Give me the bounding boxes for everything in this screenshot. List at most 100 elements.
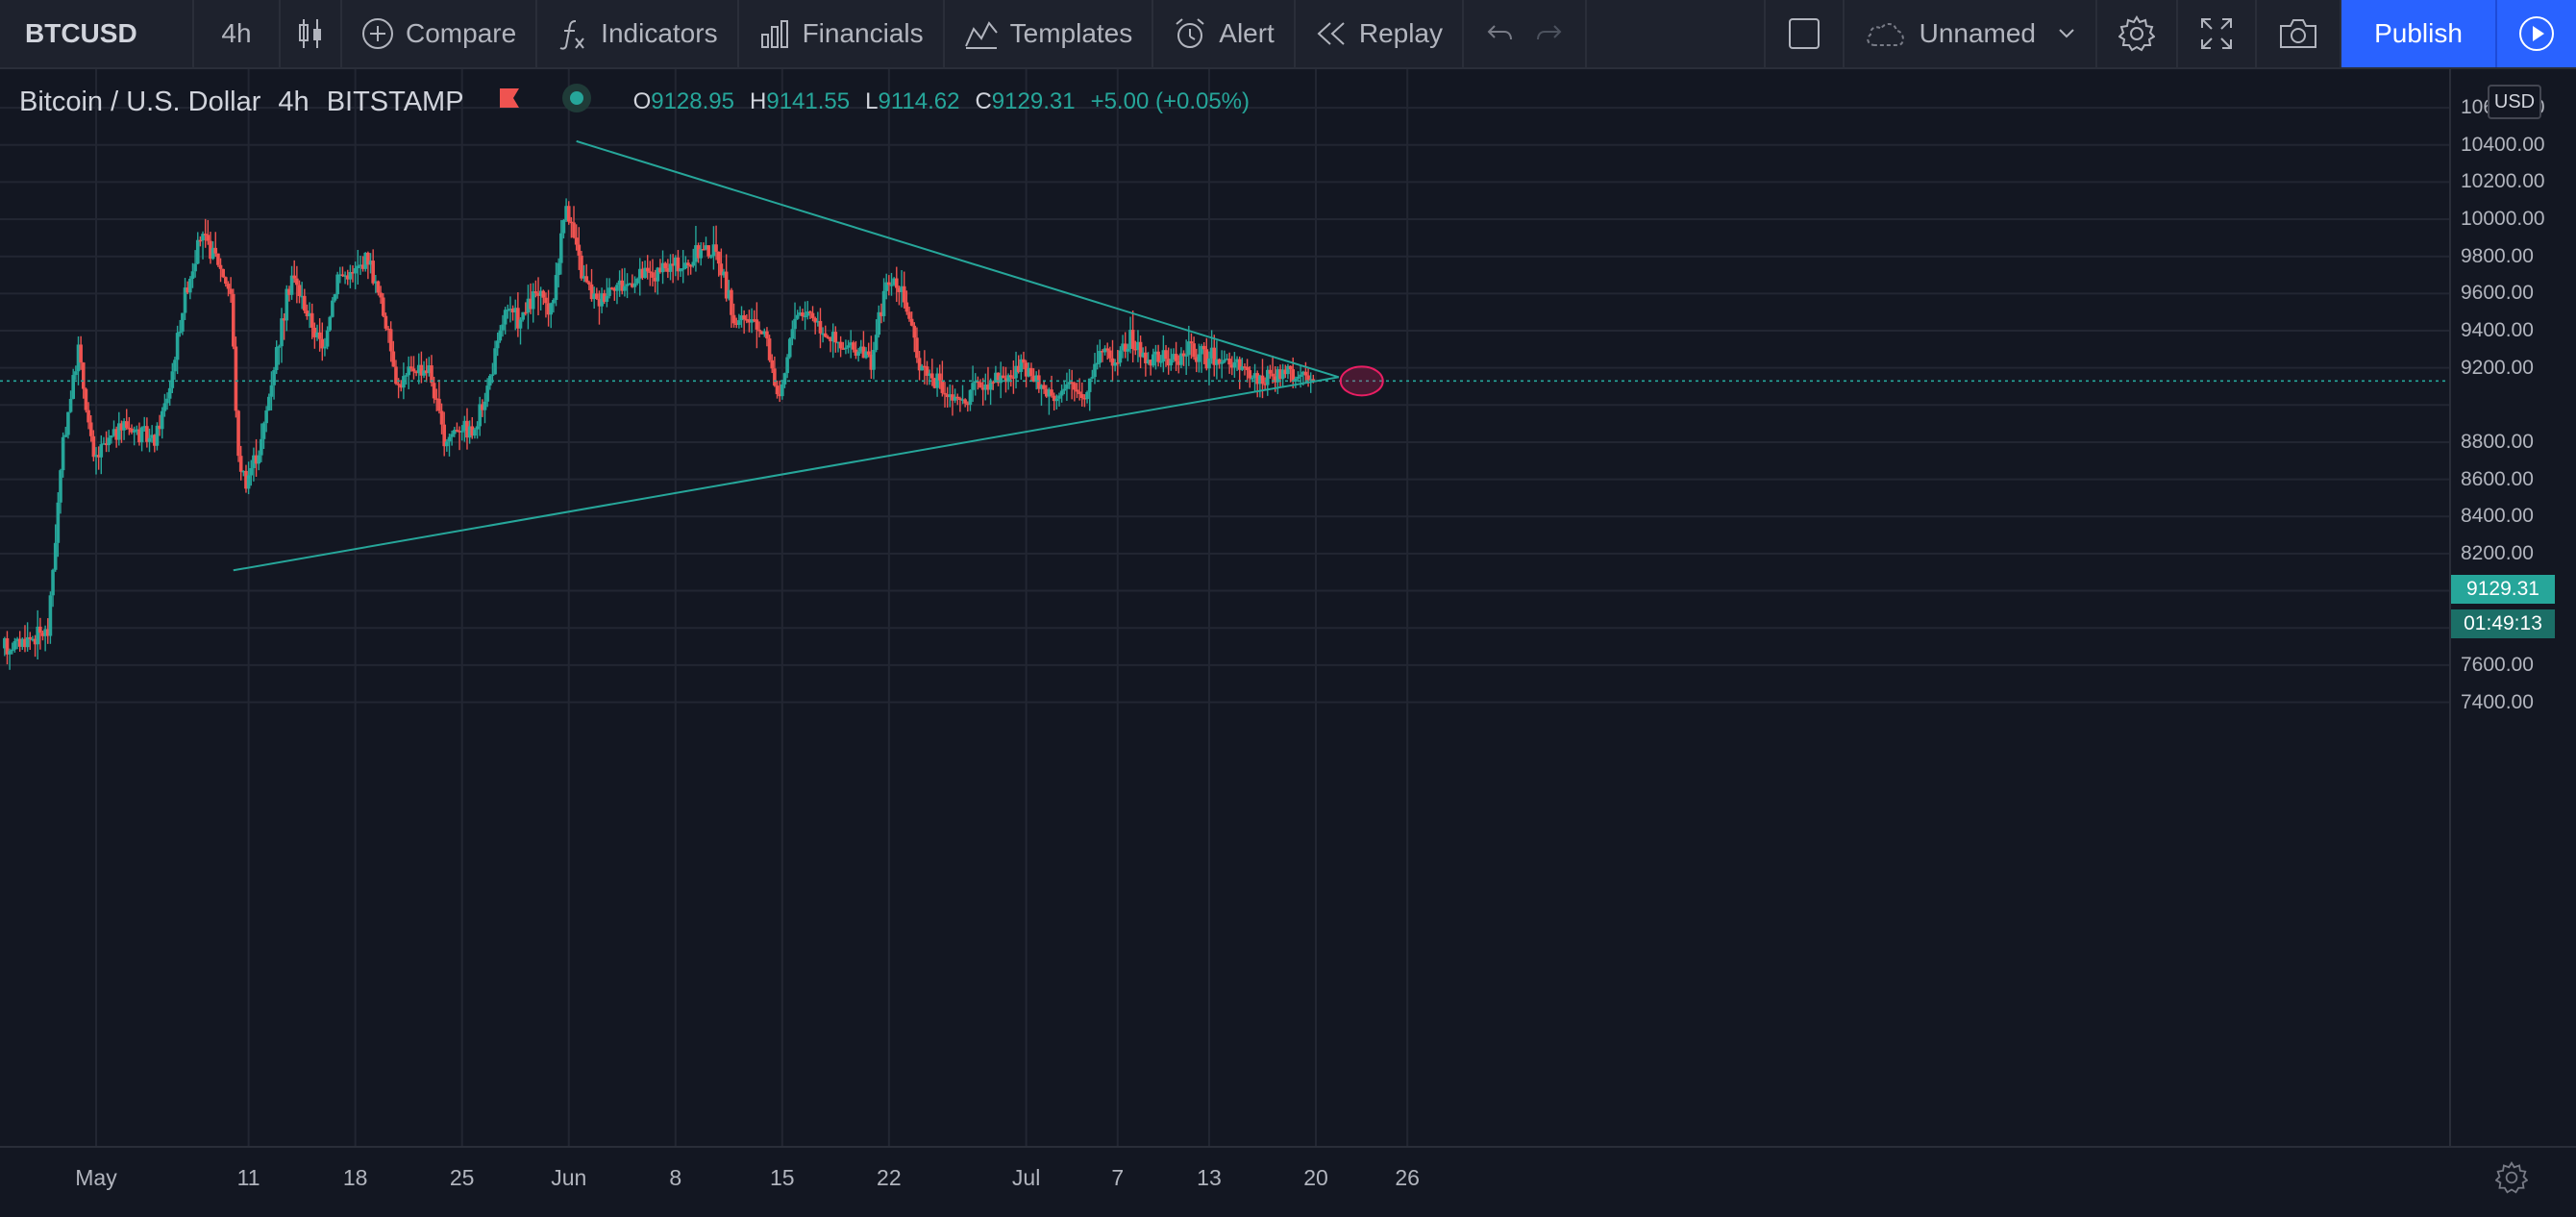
candle-body: [1268, 369, 1273, 374]
legend-symbol-name[interactable]: Bitcoin / U.S. Dollar: [19, 86, 261, 117]
candle-body: [909, 318, 914, 326]
candle-body: [1273, 376, 1277, 383]
candle-body: [1011, 377, 1016, 379]
resolution-button[interactable]: 4h: [194, 0, 281, 67]
candle-body: [958, 398, 962, 401]
indicators-button[interactable]: Indicators: [537, 0, 739, 67]
candle-body: [409, 366, 413, 369]
symbol-search-button[interactable]: BTCUSD: [0, 0, 194, 67]
candle-body: [96, 455, 101, 458]
candle-body: [821, 333, 825, 335]
compare-button[interactable]: Compare: [342, 0, 538, 67]
snapshot-button[interactable]: [2257, 0, 2341, 67]
candle-body: [3, 637, 7, 649]
candle-body: [632, 283, 637, 287]
undo-icon[interactable]: [1485, 20, 1514, 47]
candle-body: [1164, 350, 1168, 360]
candle-body: [434, 398, 439, 400]
candle-body: [793, 318, 797, 330]
candle-body: [658, 267, 662, 273]
alert-button[interactable]: Alert: [1153, 0, 1296, 67]
candle-body: [587, 282, 591, 285]
candle-body: [1144, 352, 1148, 363]
candle-body: [704, 245, 708, 250]
candle-body: [864, 351, 868, 359]
publish-label: Publish: [2374, 18, 2463, 48]
candle-body: [234, 346, 238, 411]
templates-button[interactable]: Templates: [945, 0, 1154, 67]
candle-body: [529, 298, 533, 310]
candle-body: [310, 312, 314, 328]
redo-icon[interactable]: [1535, 20, 1564, 47]
candle-body: [66, 411, 70, 435]
candle-body: [651, 272, 655, 278]
financials-button[interactable]: Financials: [739, 0, 945, 67]
candle-body: [388, 329, 393, 352]
candle-body: [1158, 360, 1163, 363]
candle-body: [335, 274, 339, 295]
candle-body: [386, 328, 390, 331]
candle-body: [1146, 360, 1151, 363]
candle-body: [280, 318, 284, 347]
candle-body: [399, 385, 404, 388]
candle-body: [841, 348, 846, 350]
chart-grid: [0, 69, 2449, 1146]
candle-body: [305, 310, 310, 317]
candle-body: [708, 256, 713, 258]
candle-body: [366, 252, 370, 265]
candle-body: [889, 285, 894, 286]
legend-low-label: L: [865, 88, 879, 114]
bar-countdown-label: 01:49:13: [2451, 609, 2555, 638]
candle-body: [465, 420, 469, 438]
candle-body: [747, 319, 752, 323]
candle-body: [775, 385, 780, 395]
publish-button[interactable]: Publish: [2341, 0, 2495, 67]
candle-body: [803, 315, 807, 318]
select-layout-button[interactable]: [1766, 0, 1845, 67]
candle-body: [765, 331, 769, 339]
layout-name-button[interactable]: Unnamed: [1845, 0, 2097, 67]
candle-body: [181, 312, 185, 332]
flag-icon[interactable]: [497, 86, 522, 118]
candle-body: [566, 206, 571, 222]
time-axis[interactable]: May 11 18 25 Jun 8 15 22 Jul 7 13 20 26: [0, 1146, 2576, 1217]
candle-body: [269, 385, 274, 397]
candle-body: [483, 401, 487, 410]
candle-body: [1130, 330, 1135, 349]
candle-body: [481, 404, 484, 410]
settings-button[interactable]: [2097, 0, 2178, 67]
candle-body: [297, 285, 302, 296]
candle-body: [10, 649, 14, 652]
axis-settings-icon[interactable]: [2495, 1161, 2528, 1194]
price-chart[interactable]: [0, 69, 2449, 1146]
candle-body: [557, 262, 560, 276]
candle-body: [1278, 369, 1282, 380]
fullscreen-button[interactable]: [2178, 0, 2257, 67]
currency-button[interactable]: USD: [2488, 85, 2541, 119]
candle-body: [160, 410, 164, 430]
candle-body: [1095, 362, 1100, 365]
square-icon: [1788, 18, 1820, 49]
candle-body: [1138, 341, 1143, 358]
candle-body: [1052, 395, 1056, 402]
candle-body: [823, 333, 828, 337]
chart-type-button[interactable]: [281, 0, 342, 67]
candle-body: [904, 302, 909, 312]
price-tick-label: 7400.00: [2461, 690, 2534, 713]
price-axis[interactable]: [2449, 69, 2576, 1146]
candle-body: [1047, 389, 1052, 397]
candle-body: [1121, 343, 1125, 351]
candle-body: [493, 348, 497, 375]
candle-body: [892, 278, 896, 286]
candle-body: [521, 311, 525, 320]
market-status-icon[interactable]: [560, 82, 593, 122]
candle-body: [1227, 359, 1231, 365]
candle-body: [801, 312, 805, 317]
candle-body: [91, 435, 96, 458]
replay-button[interactable]: Replay: [1296, 0, 1465, 67]
candle-body: [1286, 365, 1290, 375]
publish-video-button[interactable]: [2495, 0, 2576, 67]
compare-label: Compare: [406, 18, 517, 48]
candle-body: [683, 262, 688, 269]
candle-body: [209, 240, 212, 260]
